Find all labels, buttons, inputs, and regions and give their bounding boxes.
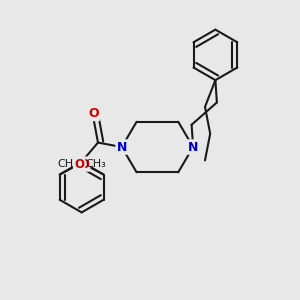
- Text: N: N: [117, 140, 127, 154]
- Text: O: O: [79, 158, 89, 171]
- Text: CH₃: CH₃: [58, 159, 78, 169]
- Text: O: O: [88, 107, 99, 120]
- Text: CH₃: CH₃: [85, 159, 106, 169]
- Text: N: N: [188, 140, 198, 154]
- Text: O: O: [74, 158, 84, 171]
